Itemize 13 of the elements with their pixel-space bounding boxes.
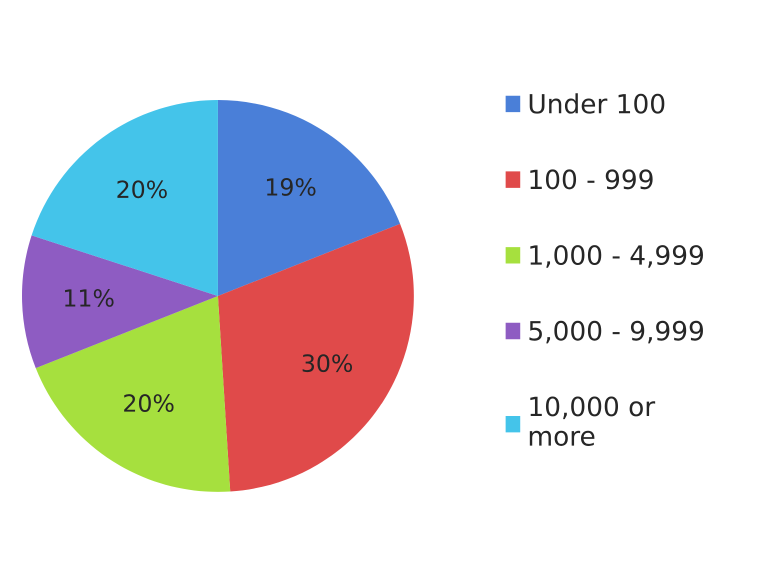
legend-label: 1,000 - 4,999 (530, 245, 703, 268)
data-label: 30% (302, 354, 352, 372)
pie-slice (218, 224, 414, 492)
data-label: 19% (266, 178, 316, 196)
legend-label: Under 100 (530, 93, 664, 114)
pie-slice (22, 235, 218, 368)
data-label: 11% (65, 289, 114, 307)
legend-label: 10,000 or more (530, 396, 656, 446)
legend-label: 100 - 999 (530, 169, 653, 190)
data-label: 20% (124, 394, 174, 412)
pie-slice (218, 100, 400, 296)
legend-label: 5,000 - 9,999 (529, 320, 703, 344)
data-label: 20% (117, 180, 167, 198)
